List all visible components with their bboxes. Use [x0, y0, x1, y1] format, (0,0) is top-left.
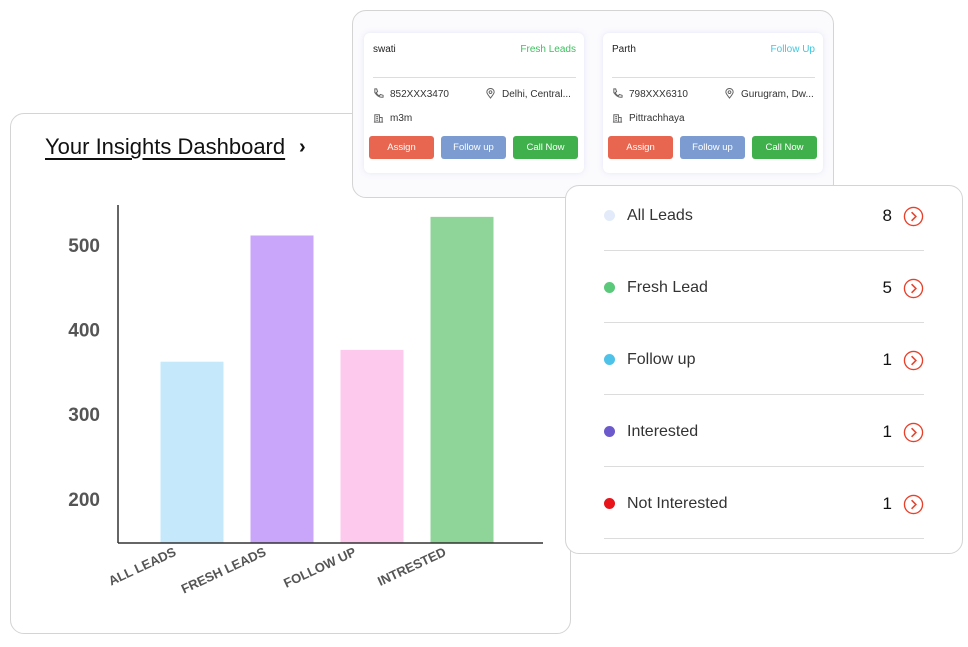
phone-icon	[613, 88, 623, 98]
action-button[interactable]: Follow up	[680, 136, 745, 159]
phone-row: 798XXX6310	[612, 88, 688, 100]
bar	[160, 361, 224, 543]
phone-icon-shape	[613, 88, 623, 98]
building-icon-shape	[373, 114, 384, 123]
row-label: All Leads	[627, 207, 693, 224]
row-label: Interested	[627, 423, 699, 440]
lead-card: swati Fresh Leads 852XXX3470 Delhi, Central…	[364, 33, 584, 173]
lead-name: Parth	[612, 44, 636, 55]
lead-status: Follow Up	[770, 44, 815, 55]
status-dot	[604, 354, 615, 365]
lead-status: Fresh Leads	[520, 44, 576, 55]
lead-name: swati	[373, 44, 396, 55]
y-tick-label: 500	[68, 236, 100, 257]
y-tick-label: 400	[68, 321, 100, 342]
x-tick-label: FOLLOW UP	[281, 544, 358, 591]
action-button[interactable]: Follow up	[441, 136, 506, 159]
location-row: Gurugram, Dw...	[724, 87, 814, 100]
location-icon-shape	[725, 87, 734, 99]
lead-location: Gurugram, Dw...	[741, 89, 814, 100]
arrow-circle	[903, 422, 924, 443]
row-label: Not Interested	[627, 495, 728, 512]
row-count: 5	[882, 278, 892, 297]
row-count: 8	[882, 206, 892, 225]
status-dot	[604, 210, 615, 221]
chevron-icon[interactable]: ›	[299, 136, 306, 158]
arrow-circle	[903, 278, 924, 299]
x-tick-label: FRESH LEADS	[179, 544, 269, 597]
location-icon	[486, 87, 495, 99]
row-label: Follow up	[627, 351, 696, 368]
company-row: m3m	[373, 112, 412, 124]
separator	[373, 77, 576, 78]
lead-location: Delhi, Central...	[502, 89, 571, 100]
summary-row[interactable]: Follow up 1	[604, 322, 924, 395]
company-row: Pittrachhaya	[612, 112, 685, 124]
phone-row: 852XXX3470	[373, 88, 449, 100]
phone-icon-shape	[374, 88, 384, 98]
lead-cards-panel: swati Fresh Leads 852XXX3470 Delhi, Central…	[352, 10, 834, 198]
location-icon-shape	[486, 87, 495, 99]
status-dot	[604, 426, 615, 437]
lead-phone: 852XXX3470	[390, 89, 449, 100]
arrow-chevron	[911, 283, 917, 294]
action-button[interactable]: Assign	[608, 136, 673, 159]
x-tick-label: INTRESTED	[375, 544, 448, 589]
arrow-button[interactable]	[903, 350, 924, 371]
bar	[430, 216, 494, 543]
separator	[612, 77, 815, 78]
lead-company: m3m	[390, 113, 413, 124]
location-row: Delhi, Central...	[485, 87, 571, 100]
dashboard-panel: 200 300 400 500 ALL LEADS FRESH LEADS FOLLOW U…	[10, 113, 571, 634]
arrow-button[interactable]	[903, 278, 924, 299]
lead-phone: 798XXX6310	[629, 89, 688, 100]
row-count: 1	[882, 494, 892, 513]
summary-row[interactable]: Not Interested 1	[604, 466, 924, 539]
building-icon	[612, 114, 623, 123]
action-button[interactable]: Call Now	[513, 136, 578, 159]
arrow-button[interactable]	[903, 206, 924, 227]
arrow-chevron	[911, 499, 917, 510]
chart: 200 300 400 500 ALL LEADS FRESH LEADS FOLLOW U…	[68, 205, 543, 597]
lead-company: Pittrachhaya	[629, 113, 685, 124]
y-tick-label: 300	[68, 405, 100, 426]
arrow-button[interactable]	[903, 494, 924, 515]
arrow-chevron	[911, 427, 917, 438]
building-icon	[373, 114, 384, 123]
lead-card: Parth Follow Up 798XXX6310 Gurugram, Dw... P…	[603, 33, 823, 173]
bar	[340, 349, 404, 543]
dashboard-title[interactable]: Your Insights Dashboard	[45, 134, 286, 159]
phone-icon	[374, 88, 384, 98]
summary-row[interactable]: All Leads 8	[604, 178, 924, 251]
bar	[250, 235, 314, 543]
arrow-chevron	[911, 355, 917, 366]
arrow-circle	[903, 350, 924, 371]
arrow-chevron	[911, 211, 917, 222]
summary-row[interactable]: Interested 1	[604, 394, 924, 467]
summary-row[interactable]: Fresh Lead 5	[604, 250, 924, 323]
status-dot	[604, 498, 615, 509]
row-count: 1	[882, 350, 892, 369]
location-icon	[725, 87, 734, 99]
action-button[interactable]: Call Now	[752, 136, 817, 159]
action-button[interactable]: Assign	[369, 136, 434, 159]
y-tick-label: 200	[68, 490, 100, 511]
row-label: Fresh Lead	[627, 279, 708, 296]
summary-panel: All Leads 8 Fresh Lead 5 Follow up 1 Intereste…	[565, 185, 963, 554]
x-tick-label: ALL LEADS	[106, 544, 179, 588]
building-icon-shape	[612, 114, 623, 123]
arrow-circle	[903, 494, 924, 515]
arrow-circle	[903, 206, 924, 227]
arrow-button[interactable]	[903, 422, 924, 443]
status-dot	[604, 282, 615, 293]
row-count: 1	[882, 422, 892, 441]
